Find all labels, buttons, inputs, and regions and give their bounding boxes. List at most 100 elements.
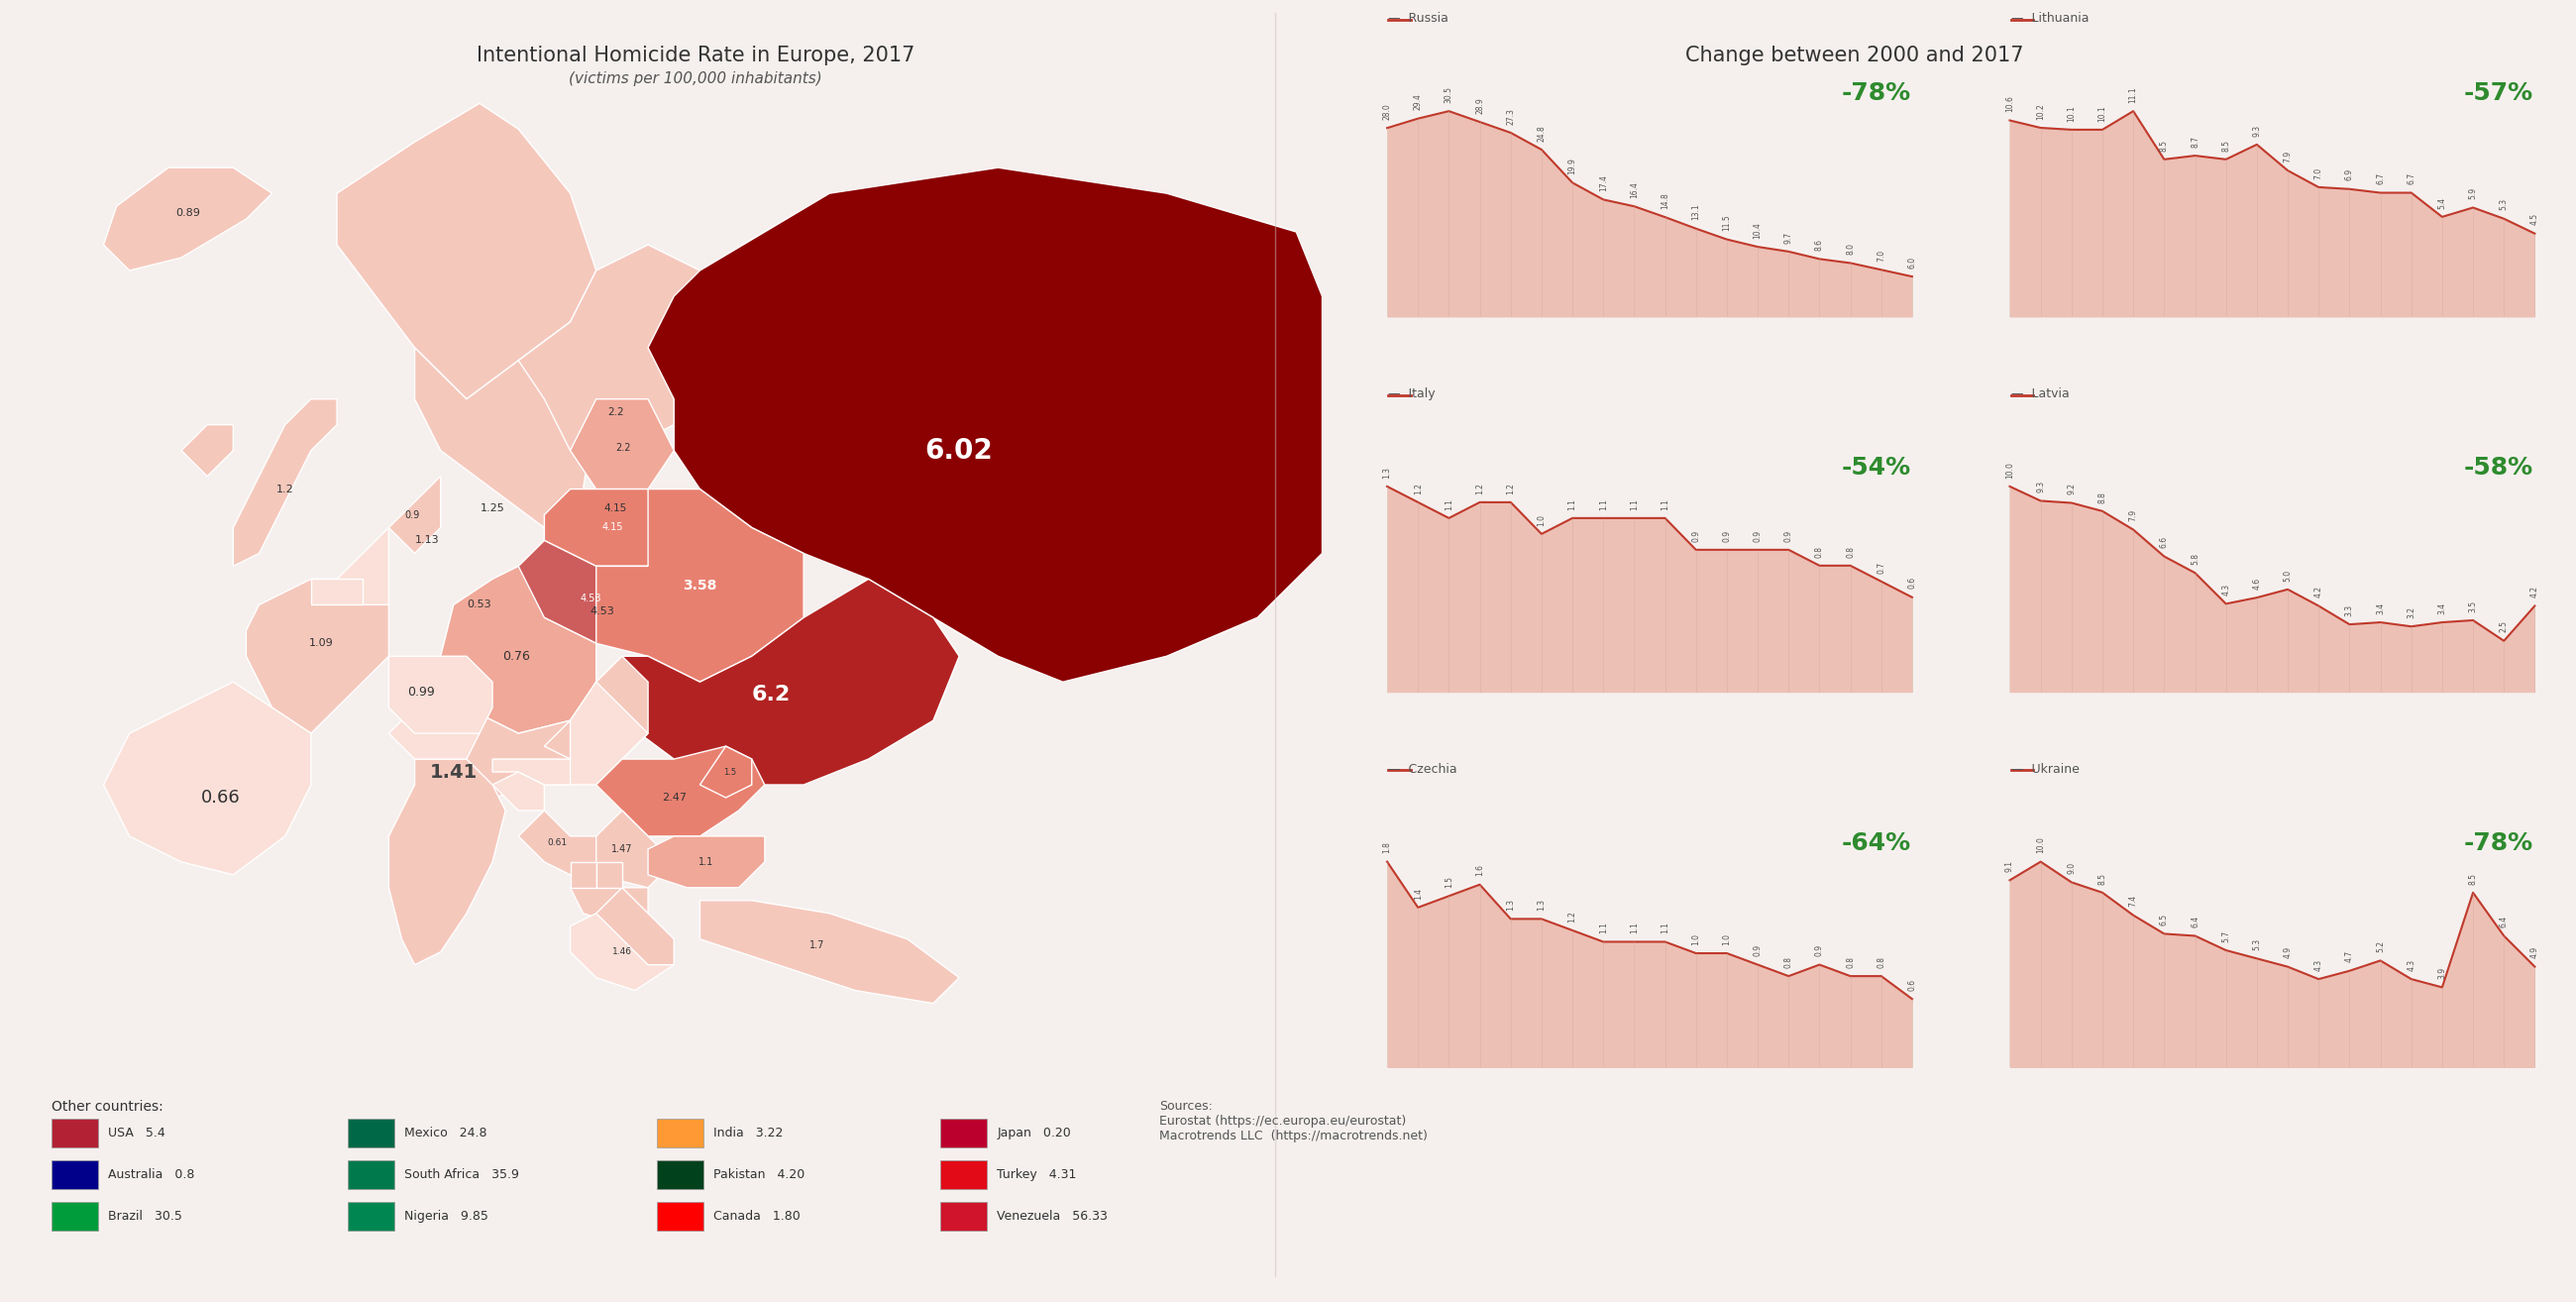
- Text: Brazil   30.5: Brazil 30.5: [108, 1210, 183, 1223]
- Polygon shape: [649, 168, 1321, 682]
- Text: 28.9: 28.9: [1476, 98, 1484, 113]
- Text: 5.4: 5.4: [2437, 197, 2447, 208]
- Text: 7.9: 7.9: [2282, 150, 2293, 163]
- Text: 16.4: 16.4: [1631, 181, 1638, 198]
- Text: 5.3: 5.3: [2251, 939, 2262, 950]
- Text: 2.2: 2.2: [608, 408, 623, 417]
- Text: 6.2: 6.2: [752, 685, 791, 704]
- Text: 8.0: 8.0: [1847, 243, 1855, 255]
- Text: 0.9: 0.9: [1723, 530, 1731, 542]
- Text: 10.6: 10.6: [2004, 95, 2014, 112]
- Text: 9.3: 9.3: [2251, 124, 2262, 137]
- Text: 1.41: 1.41: [430, 763, 477, 781]
- Text: 6.02: 6.02: [925, 436, 994, 465]
- Polygon shape: [440, 708, 569, 798]
- Text: Australia   0.8: Australia 0.8: [108, 1168, 196, 1181]
- Text: 0.61: 0.61: [546, 838, 567, 848]
- Text: 4.15: 4.15: [603, 522, 623, 533]
- Text: 0.9: 0.9: [1785, 530, 1793, 542]
- Text: 24.8: 24.8: [1538, 125, 1546, 142]
- Text: 6.6: 6.6: [2159, 536, 2169, 548]
- Text: 0.9: 0.9: [404, 510, 420, 519]
- Text: 1.2: 1.2: [1476, 482, 1484, 493]
- Text: —  Ukraine: — Ukraine: [2012, 763, 2079, 776]
- Text: 4.7: 4.7: [2344, 950, 2354, 962]
- Text: 11.1: 11.1: [2128, 86, 2138, 103]
- Text: Japan   0.20: Japan 0.20: [997, 1126, 1072, 1139]
- Text: 5.8: 5.8: [2190, 553, 2200, 565]
- Text: 1.0: 1.0: [1723, 934, 1731, 945]
- Polygon shape: [569, 862, 595, 888]
- Text: 0.8: 0.8: [1878, 956, 1886, 967]
- Text: 9.7: 9.7: [1785, 232, 1793, 243]
- Text: 3.4: 3.4: [2375, 602, 2385, 615]
- Polygon shape: [595, 862, 623, 888]
- Text: 9.1: 9.1: [2004, 861, 2014, 872]
- Text: 10.0: 10.0: [2035, 837, 2045, 854]
- Text: 8.5: 8.5: [2097, 872, 2107, 884]
- Text: 9.3: 9.3: [2035, 480, 2045, 492]
- Polygon shape: [492, 772, 544, 810]
- Text: -78%: -78%: [2465, 832, 2535, 855]
- Text: 3.4: 3.4: [2437, 602, 2447, 615]
- Text: 1.1: 1.1: [1662, 499, 1669, 510]
- Text: 0.8: 0.8: [1785, 956, 1793, 967]
- Text: 4.2: 4.2: [2313, 586, 2324, 598]
- Text: 1.1: 1.1: [698, 857, 714, 867]
- Text: 1.25: 1.25: [479, 504, 505, 513]
- Polygon shape: [569, 400, 675, 490]
- Text: 1.6: 1.6: [1476, 865, 1484, 876]
- Text: 9.2: 9.2: [2066, 483, 2076, 495]
- Polygon shape: [569, 810, 675, 888]
- Text: 5.7: 5.7: [2221, 930, 2231, 943]
- Polygon shape: [103, 682, 312, 875]
- Text: 28.0: 28.0: [1383, 103, 1391, 120]
- Text: 1.7: 1.7: [809, 940, 824, 950]
- Text: 10.2: 10.2: [2035, 103, 2045, 120]
- Text: 29.4: 29.4: [1414, 94, 1422, 111]
- Text: 5.3: 5.3: [2499, 198, 2509, 211]
- Text: Sources:
Eurostat (https://ec.europa.eu/eurostat)
Macrotrends LLC  (https://macr: Sources: Eurostat (https://ec.europa.eu/…: [1159, 1100, 1427, 1143]
- Text: 4.9: 4.9: [2530, 947, 2540, 958]
- Text: 27.3: 27.3: [1507, 108, 1515, 125]
- Text: 0.99: 0.99: [407, 686, 435, 699]
- Text: 17.4: 17.4: [1600, 174, 1607, 191]
- Text: 0.9: 0.9: [1692, 530, 1700, 542]
- Polygon shape: [492, 759, 569, 785]
- Text: 1.09: 1.09: [309, 638, 335, 648]
- Polygon shape: [569, 914, 675, 991]
- Text: 0.89: 0.89: [175, 208, 201, 217]
- Text: 7.9: 7.9: [2128, 509, 2138, 521]
- Polygon shape: [337, 103, 595, 400]
- Text: 1.8: 1.8: [1383, 841, 1391, 854]
- Text: 4.2: 4.2: [2530, 586, 2540, 598]
- Text: 6.9: 6.9: [2344, 169, 2354, 181]
- Text: 5.0: 5.0: [2282, 569, 2293, 581]
- Text: 7.4: 7.4: [2128, 894, 2138, 907]
- Polygon shape: [389, 656, 492, 733]
- Text: Canada   1.80: Canada 1.80: [714, 1210, 801, 1223]
- Text: 10.1: 10.1: [2097, 105, 2107, 121]
- Text: 9.0: 9.0: [2066, 862, 2076, 874]
- Text: 6.4: 6.4: [2190, 915, 2200, 927]
- Text: Mexico   24.8: Mexico 24.8: [404, 1126, 487, 1139]
- Text: -54%: -54%: [1842, 456, 1911, 480]
- Text: 0.9: 0.9: [1754, 944, 1762, 957]
- Polygon shape: [440, 566, 595, 733]
- Polygon shape: [103, 168, 273, 271]
- Polygon shape: [701, 901, 958, 1004]
- Polygon shape: [518, 245, 726, 450]
- Text: 8.7: 8.7: [2190, 135, 2200, 147]
- Text: 4.53: 4.53: [590, 607, 616, 616]
- Text: 3.58: 3.58: [683, 578, 716, 592]
- Polygon shape: [649, 836, 765, 888]
- Text: 6.4: 6.4: [2499, 915, 2509, 927]
- Text: 8.5: 8.5: [2468, 872, 2478, 884]
- Text: 10.0: 10.0: [2004, 461, 2014, 478]
- Text: 30.5: 30.5: [1445, 86, 1453, 103]
- Text: Turkey   4.31: Turkey 4.31: [997, 1168, 1077, 1181]
- Polygon shape: [595, 888, 675, 965]
- Text: 4.3: 4.3: [2221, 583, 2231, 595]
- Text: 8.6: 8.6: [1816, 238, 1824, 251]
- Text: —  Lithuania: — Lithuania: [2012, 12, 2089, 25]
